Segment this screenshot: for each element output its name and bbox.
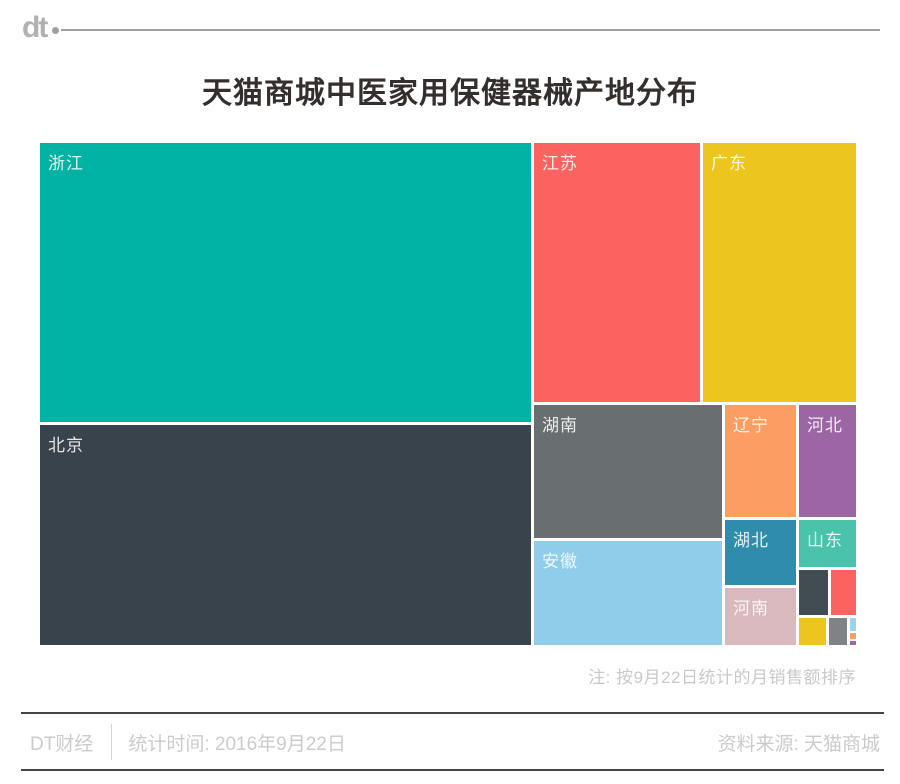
footer-source: 资料来源: 天猫商城 <box>717 733 880 755</box>
footer-top-rule <box>21 712 884 714</box>
treemap-cell-河北: 河北 <box>799 405 856 517</box>
treemap-cell-label: 北京 <box>48 436 84 455</box>
treemap-cell-small-13 <box>831 570 856 615</box>
treemap-cell-湖北: 湖北 <box>725 520 796 585</box>
treemap-cell-small-17 <box>850 633 856 639</box>
logo-dot-icon <box>52 26 60 34</box>
footer-bottom-rule <box>21 769 884 771</box>
treemap-cell-label: 山东 <box>807 531 843 550</box>
treemap-cell-label: 广东 <box>711 154 747 173</box>
treemap-cell-山东: 山东 <box>799 520 856 567</box>
dt-logo: dt <box>22 11 48 44</box>
footer-left-group: DT财经 统计时间: 2016年9月22日 <box>30 724 346 760</box>
treemap-cell-辽宁: 辽宁 <box>725 405 796 517</box>
chart-title: 天猫商城中医家用保健器械产地分布 <box>202 77 698 110</box>
treemap-cell-江苏: 江苏 <box>534 143 700 402</box>
chart-note: 注: 按9月22日统计的月销售额排序 <box>588 668 856 687</box>
logo-rule-line <box>61 29 880 31</box>
treemap-cell-label: 河南 <box>733 599 769 618</box>
treemap-cell-浙江: 浙江 <box>40 143 531 422</box>
treemap-cell-small-14 <box>799 618 826 645</box>
treemap-cell-河南: 河南 <box>725 588 796 645</box>
treemap-cell-label: 湖北 <box>733 531 769 550</box>
treemap-cell-label: 河北 <box>807 416 843 435</box>
treemap-cell-small-16 <box>850 618 856 631</box>
treemap-cell-安徽: 安徽 <box>534 541 722 645</box>
treemap-chart: 浙江北京 江苏 广东湖南安徽 辽宁 河北湖北 山东河南 <box>40 143 856 645</box>
treemap-cell-label: 辽宁 <box>733 416 769 435</box>
footer-stat-time: 统计时间: 2016年9月22日 <box>128 733 346 755</box>
treemap-cell-湖南: 湖南 <box>534 405 722 538</box>
footer-vertical-divider <box>111 724 113 760</box>
treemap-cell-label: 浙江 <box>48 154 84 173</box>
logo-header: dt <box>22 10 880 50</box>
treemap-cell-small-12 <box>799 570 828 615</box>
treemap-cell-small-18 <box>850 641 856 645</box>
treemap-cell-label: 江苏 <box>542 154 578 173</box>
footer-brand: DT财经 <box>30 733 94 755</box>
treemap-cell-label: 安徽 <box>542 552 578 571</box>
footer-content: DT财经 统计时间: 2016年9月22日 资料来源: 天猫商城 <box>30 722 880 762</box>
treemap-cell-label: 湖南 <box>542 416 578 435</box>
treemap-cell-广东: 广东 <box>703 143 856 402</box>
treemap-cell-small-15 <box>829 618 847 645</box>
treemap-cell-北京: 北京 <box>40 425 531 645</box>
